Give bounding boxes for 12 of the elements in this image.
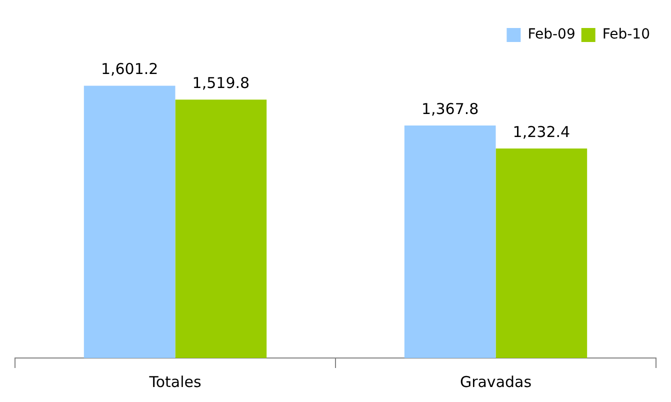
x-tick-label: Totales [148,372,202,391]
legend-label: Feb-09 [528,26,576,43]
bar [404,125,496,358]
data-label: 1,232.4 [512,122,570,141]
legend-label: Feb-10 [602,26,650,43]
data-label: 1,367.8 [421,100,479,118]
bar [175,100,267,358]
bar [496,148,588,358]
data-label: 1,601.2 [100,60,158,78]
x-tick-label: Gravadas [460,372,532,391]
bar [84,86,176,358]
data-label: 1,519.8 [192,74,250,92]
